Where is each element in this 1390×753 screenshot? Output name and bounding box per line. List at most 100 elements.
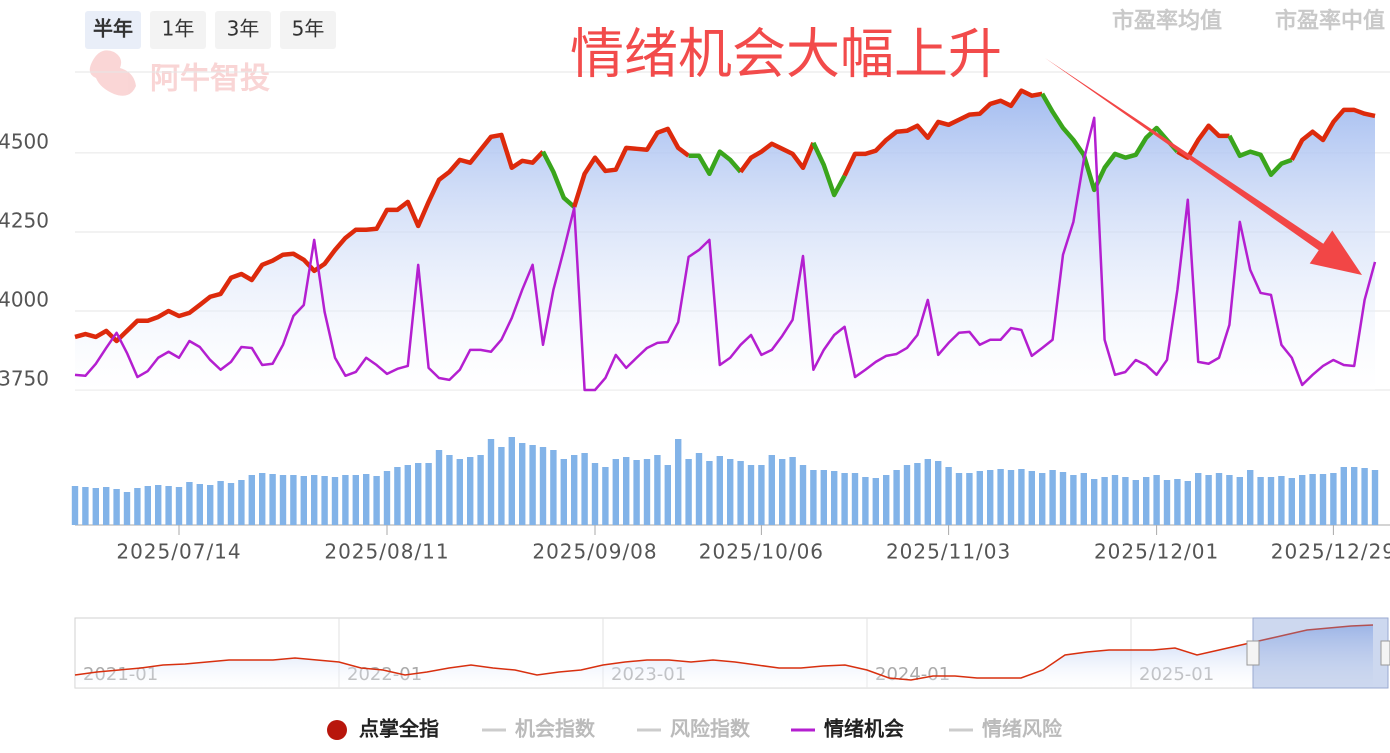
sentiment-line	[74, 116, 1377, 392]
volume-bar	[768, 455, 775, 525]
volume-bar	[737, 461, 744, 525]
volume-bar	[1080, 473, 1087, 525]
volume-bar	[758, 465, 765, 525]
volume-bar	[155, 485, 162, 525]
volume-bar	[1132, 480, 1139, 525]
legend-label[interactable]: 点掌全指	[359, 717, 439, 741]
volume-bar	[675, 439, 682, 525]
volume-plot	[71, 437, 1379, 525]
x-tick-label: 2025/12/01	[1094, 540, 1219, 564]
navigator-selection[interactable]	[1252, 617, 1389, 689]
volume-bar	[612, 459, 619, 525]
period-button[interactable]	[150, 11, 206, 49]
period-button[interactable]	[85, 11, 141, 49]
volume-bar	[134, 488, 141, 525]
volume-bar	[1195, 473, 1202, 525]
volume-bar	[1059, 472, 1067, 525]
volume-bar	[1351, 467, 1358, 525]
volume-bar	[144, 486, 151, 525]
volume-bar	[945, 467, 952, 525]
index-line	[540, 150, 576, 209]
legend-label[interactable]: 风险指数	[670, 717, 751, 741]
x-tick-label: 2025/10/06	[699, 540, 824, 564]
legend: 点掌全指 机会指数 风险指数 情绪机会 情绪风险	[327, 717, 1063, 741]
volume-bar	[123, 492, 131, 525]
navigator-handle[interactable]	[1380, 640, 1390, 666]
period-label[interactable]: 1年	[162, 17, 195, 41]
volume-bar	[331, 477, 339, 525]
volume-bar	[1299, 475, 1306, 525]
volume-bar	[477, 455, 484, 525]
index-line	[1289, 107, 1376, 161]
volume-bar	[727, 459, 734, 525]
volume-bar	[664, 465, 671, 525]
volume-bar	[550, 450, 557, 525]
volume-bar	[831, 471, 838, 525]
volume-bar	[82, 487, 89, 525]
volume-bar	[872, 478, 879, 525]
period-label[interactable]: 半年	[93, 17, 133, 41]
volume-bar	[1122, 477, 1129, 525]
volume-bar	[1205, 475, 1212, 525]
volume-bar	[810, 470, 817, 525]
volume-bar	[238, 480, 245, 525]
volume-bar	[539, 447, 547, 525]
volume-bar	[446, 455, 453, 525]
volume-bar	[893, 470, 900, 525]
volume-bar	[789, 457, 796, 525]
volume-bar	[103, 487, 110, 525]
watermark-text: 阿牛智投	[150, 62, 270, 97]
legend-label[interactable]: 机会指数	[515, 717, 596, 741]
legend-label[interactable]: 情绪机会	[824, 717, 904, 741]
volume-bar	[196, 484, 203, 525]
period-button[interactable]	[280, 11, 336, 49]
legend-symbol	[327, 720, 347, 740]
volume-bar	[415, 463, 422, 525]
tab[interactable]: 市盈率均值	[1112, 8, 1222, 34]
volume-bar	[997, 469, 1004, 525]
volume-bar	[1018, 469, 1025, 525]
annotation-arrow	[1045, 58, 1362, 275]
volume-bar	[914, 463, 921, 525]
volume-bar	[1257, 477, 1264, 525]
volume-bar	[1226, 475, 1233, 525]
volume-bar	[862, 477, 869, 525]
y-tick-label: 4500	[0, 129, 49, 153]
volume-bar	[903, 465, 911, 525]
x-tick-label: 2025/08/11	[324, 540, 449, 564]
period-label[interactable]: 5年	[292, 17, 325, 41]
volume-bar	[300, 476, 307, 525]
watermark: 阿牛智投	[89, 50, 270, 97]
index-line	[1040, 92, 1180, 193]
volume-bar	[1028, 471, 1035, 525]
volume-bar	[487, 439, 495, 525]
volume-bar	[560, 459, 567, 525]
x-tick-label: 2025/09/08	[532, 540, 657, 564]
index-line	[738, 141, 816, 174]
volume-bar	[1319, 474, 1327, 525]
navigator-handle[interactable]	[1246, 640, 1260, 666]
volume-bar	[269, 474, 276, 525]
volume-bar	[987, 470, 994, 525]
legend-label[interactable]: 情绪风险	[982, 717, 1063, 741]
volume-bar	[706, 461, 713, 525]
volume-bar	[1309, 474, 1316, 525]
period-button[interactable]	[215, 11, 271, 49]
volume-bar	[217, 481, 224, 525]
volume-bar	[435, 450, 443, 525]
volume-bar	[1007, 470, 1015, 525]
y-tick-label: 4000	[0, 287, 49, 311]
volume-bar	[259, 473, 266, 525]
volume-bar	[311, 475, 318, 525]
period-label[interactable]: 3年	[227, 17, 260, 41]
volume-bar	[1267, 477, 1275, 525]
volume-bar	[1288, 478, 1295, 525]
volume-bar	[92, 488, 99, 525]
volume-bar	[1247, 470, 1254, 525]
volume-bar	[685, 459, 692, 525]
volume-bar	[165, 486, 172, 525]
tab[interactable]: 市盈率中值	[1275, 8, 1385, 34]
volume-bar	[1111, 475, 1119, 525]
index-line	[572, 126, 690, 208]
